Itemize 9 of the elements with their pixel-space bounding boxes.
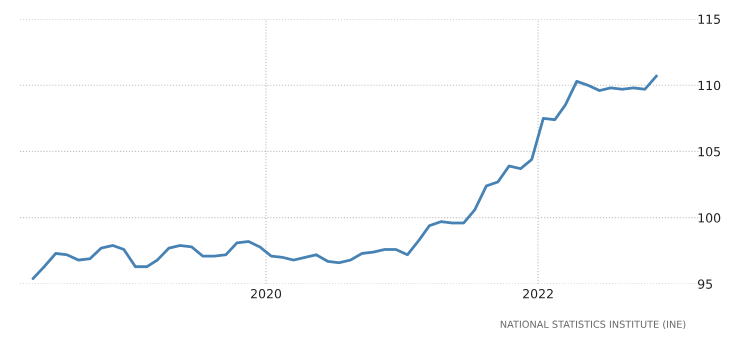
y-tick-label: 110 — [698, 80, 720, 90]
y-tick-label: 100 — [698, 213, 720, 223]
y-tick-label: 95 — [698, 279, 712, 289]
y-tick-label: 115 — [698, 14, 720, 24]
text: NATIONAL STATISTICS INSTITUTE (INE) — [500, 320, 686, 330]
line-series — [32, 74, 658, 280]
y-tick-label: 105 — [698, 146, 720, 156]
x-tick-label: 2022 — [523, 288, 553, 298]
x-tick-label: 2020 — [251, 288, 282, 298]
